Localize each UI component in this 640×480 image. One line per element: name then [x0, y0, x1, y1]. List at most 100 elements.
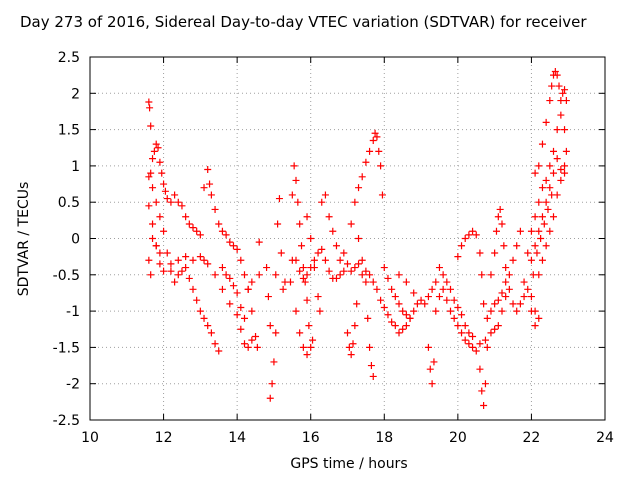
x-tick-label: 14: [228, 430, 246, 446]
data-point: [248, 278, 256, 286]
data-point: [207, 191, 215, 199]
data-point: [299, 264, 307, 272]
data-point: [229, 242, 237, 250]
data-point: [266, 322, 274, 330]
data-point: [555, 82, 563, 90]
data-point: [332, 242, 340, 250]
data-point: [196, 253, 204, 261]
data-point: [432, 278, 440, 286]
data-point: [345, 343, 353, 351]
data-point: [527, 227, 535, 235]
data-point: [207, 329, 215, 337]
data-point: [535, 227, 543, 235]
data-point: [450, 314, 458, 322]
data-point: [553, 155, 561, 163]
data-point: [252, 333, 260, 341]
data-point: [309, 336, 317, 344]
data-point: [421, 300, 429, 308]
data-point: [520, 293, 528, 301]
data-point: [531, 242, 539, 250]
data-point: [193, 227, 201, 235]
data-point: [469, 343, 477, 351]
data-point: [502, 264, 510, 272]
data-point: [301, 278, 309, 286]
data-point: [351, 264, 359, 272]
data-point: [362, 267, 370, 275]
data-point: [355, 260, 363, 268]
data-point: [270, 358, 278, 366]
data-point: [226, 238, 234, 246]
data-point: [553, 71, 561, 79]
data-point: [430, 358, 438, 366]
data-point: [307, 235, 315, 242]
data-point: [524, 285, 532, 293]
data-point: [494, 296, 502, 304]
data-point: [321, 191, 329, 199]
data-point: [454, 253, 462, 261]
data-point: [351, 322, 359, 330]
data-point: [461, 336, 469, 344]
data-point: [399, 307, 407, 315]
data-point: [546, 184, 554, 192]
data-point: [279, 285, 287, 293]
data-point: [149, 235, 157, 242]
data-point: [454, 303, 462, 311]
data-point: [349, 340, 357, 348]
data-point: [303, 271, 311, 279]
data-point: [505, 271, 513, 279]
data-point: [241, 314, 248, 322]
data-point: [211, 205, 219, 213]
data-point: [561, 162, 569, 170]
x-tick-label: 16: [302, 430, 320, 446]
data-point: [476, 340, 484, 348]
data-point: [167, 198, 175, 206]
data-point: [241, 340, 248, 348]
data-point: [222, 231, 230, 239]
data-point: [154, 144, 162, 152]
data-point: [310, 256, 318, 264]
data-point: [454, 322, 462, 330]
data-point: [533, 249, 541, 257]
data-point: [185, 274, 193, 282]
data-point: [553, 126, 561, 134]
data-point: [378, 191, 386, 199]
data-point: [546, 227, 554, 235]
y-tick-label: 2.5: [58, 50, 80, 66]
data-point: [538, 184, 546, 192]
y-tick-label: 2: [71, 86, 80, 102]
data-point: [303, 213, 311, 221]
data-point: [167, 260, 175, 268]
data-point: [491, 325, 499, 333]
x-tick-label: 20: [449, 430, 467, 446]
data-point: [160, 227, 168, 235]
data-point: [557, 176, 565, 184]
data-point: [318, 198, 326, 206]
data-point: [266, 394, 274, 402]
data-point: [531, 322, 539, 330]
data-point: [450, 296, 458, 304]
data-point: [204, 322, 212, 330]
x-tick-label: 12: [155, 430, 173, 446]
data-point: [347, 267, 355, 275]
data-point: [147, 271, 155, 279]
data-point: [353, 300, 361, 308]
data-point: [513, 307, 521, 315]
data-point: [439, 285, 447, 293]
data-point: [377, 162, 385, 170]
data-point: [476, 365, 484, 373]
data-point: [529, 271, 537, 279]
data-point: [233, 311, 241, 319]
data-point: [272, 271, 280, 279]
data-point: [546, 162, 554, 170]
data-point: [344, 329, 351, 337]
data-point: [336, 256, 344, 264]
data-point: [314, 293, 322, 301]
data-point: [196, 231, 204, 239]
data-point: [255, 271, 263, 279]
chart-title: Day 273 of 2016, Sidereal Day-to-day VTE…: [20, 13, 587, 31]
data-point: [150, 147, 158, 155]
data-point: [559, 89, 567, 97]
data-point: [435, 264, 443, 272]
data-point: [241, 271, 248, 279]
